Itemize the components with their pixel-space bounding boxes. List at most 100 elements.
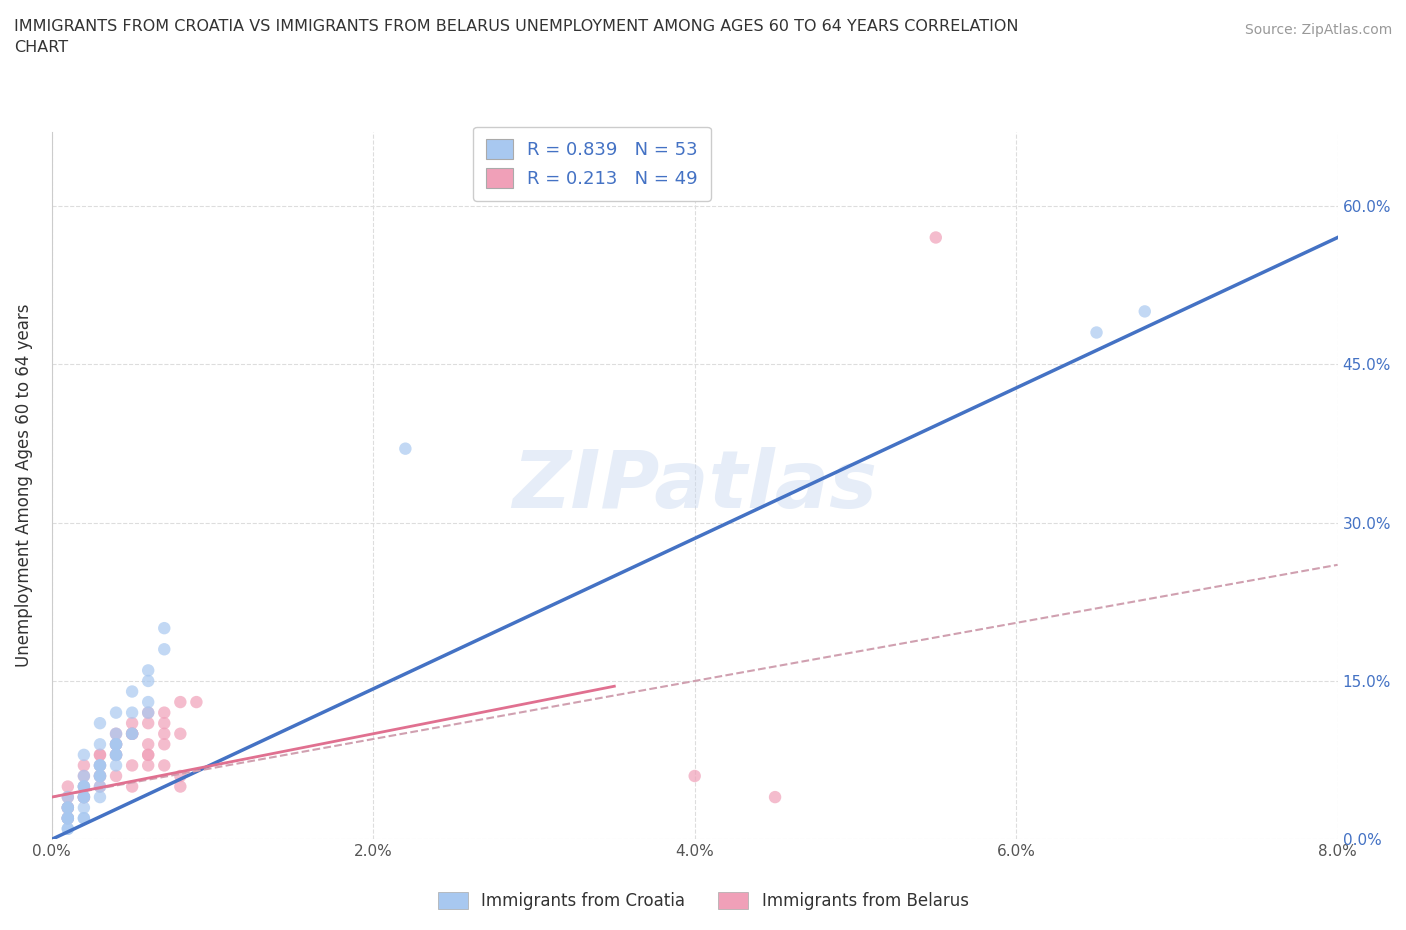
Point [153, 642, 176, 657]
Point [89, 790, 111, 804]
Point [136, 737, 159, 751]
Point [121, 779, 143, 794]
Point [121, 684, 143, 699]
Point [89, 748, 111, 763]
Point [56, 811, 79, 826]
Point [105, 737, 128, 751]
Point [153, 620, 176, 635]
Point [136, 748, 159, 763]
Point [89, 768, 111, 783]
Point [73, 779, 96, 794]
Point [56, 800, 79, 815]
Point [136, 695, 159, 710]
Point [89, 748, 111, 763]
Point [105, 737, 128, 751]
Point [105, 705, 128, 720]
Point [121, 726, 143, 741]
Point [121, 726, 143, 741]
Point [105, 748, 128, 763]
Point [121, 758, 143, 773]
Point [89, 768, 111, 783]
Point [121, 716, 143, 731]
Point [56, 800, 79, 815]
Point [56, 779, 79, 794]
Point [136, 758, 159, 773]
Point [105, 726, 128, 741]
Point [56, 821, 79, 836]
Point [73, 790, 96, 804]
Point [73, 779, 96, 794]
Point [121, 726, 143, 741]
Point [73, 790, 96, 804]
Point [105, 748, 128, 763]
Point [56, 790, 79, 804]
Point [153, 726, 176, 741]
Point [89, 768, 111, 783]
Point [105, 737, 128, 751]
Point [105, 748, 128, 763]
Point [136, 705, 159, 720]
Point [89, 758, 111, 773]
Point [105, 748, 128, 763]
Point [73, 748, 96, 763]
Point [89, 758, 111, 773]
Point [56, 800, 79, 815]
Point [56, 811, 79, 826]
Point [136, 663, 159, 678]
Point [121, 726, 143, 741]
Point [73, 811, 96, 826]
Point [56, 790, 79, 804]
Point [56, 800, 79, 815]
Point [89, 716, 111, 731]
Point [89, 768, 111, 783]
Point [89, 768, 111, 783]
Point [105, 768, 128, 783]
Y-axis label: Unemployment Among Ages 60 to 64 years: Unemployment Among Ages 60 to 64 years [15, 304, 32, 668]
Point [56, 811, 79, 826]
Point [153, 716, 176, 731]
Point [105, 737, 128, 751]
Point [56, 811, 79, 826]
Text: ZIPatlas: ZIPatlas [512, 446, 877, 525]
Point [73, 800, 96, 815]
Point [105, 737, 128, 751]
Point [73, 768, 96, 783]
Point [73, 811, 96, 826]
Point [73, 790, 96, 804]
Point [169, 726, 191, 741]
Point [56, 800, 79, 815]
Point [89, 737, 111, 751]
Point [121, 705, 143, 720]
Point [73, 779, 96, 794]
Text: Source: ZipAtlas.com: Source: ZipAtlas.com [1244, 23, 1392, 37]
Point [105, 748, 128, 763]
Point [73, 790, 96, 804]
Point [73, 758, 96, 773]
Point [73, 790, 96, 804]
Point [1085, 326, 1108, 340]
Legend: R = 0.839   N = 53, R = 0.213   N = 49: R = 0.839 N = 53, R = 0.213 N = 49 [472, 126, 710, 201]
Point [121, 726, 143, 741]
Point [136, 716, 159, 731]
Point [683, 768, 706, 783]
Point [763, 790, 786, 804]
Point [73, 779, 96, 794]
Point [136, 705, 159, 720]
Point [169, 779, 191, 794]
Point [153, 737, 176, 751]
Point [153, 705, 176, 720]
Point [56, 811, 79, 826]
Point [186, 695, 208, 710]
Point [89, 758, 111, 773]
Point [73, 790, 96, 804]
Point [105, 758, 128, 773]
Text: IMMIGRANTS FROM CROATIA VS IMMIGRANTS FROM BELARUS UNEMPLOYMENT AMONG AGES 60 TO: IMMIGRANTS FROM CROATIA VS IMMIGRANTS FR… [14, 19, 1018, 55]
Point [105, 726, 128, 741]
Point [89, 779, 111, 794]
Point [73, 768, 96, 783]
Point [1133, 304, 1156, 319]
Point [153, 758, 176, 773]
Point [169, 768, 191, 783]
Point [89, 758, 111, 773]
Point [394, 441, 416, 456]
